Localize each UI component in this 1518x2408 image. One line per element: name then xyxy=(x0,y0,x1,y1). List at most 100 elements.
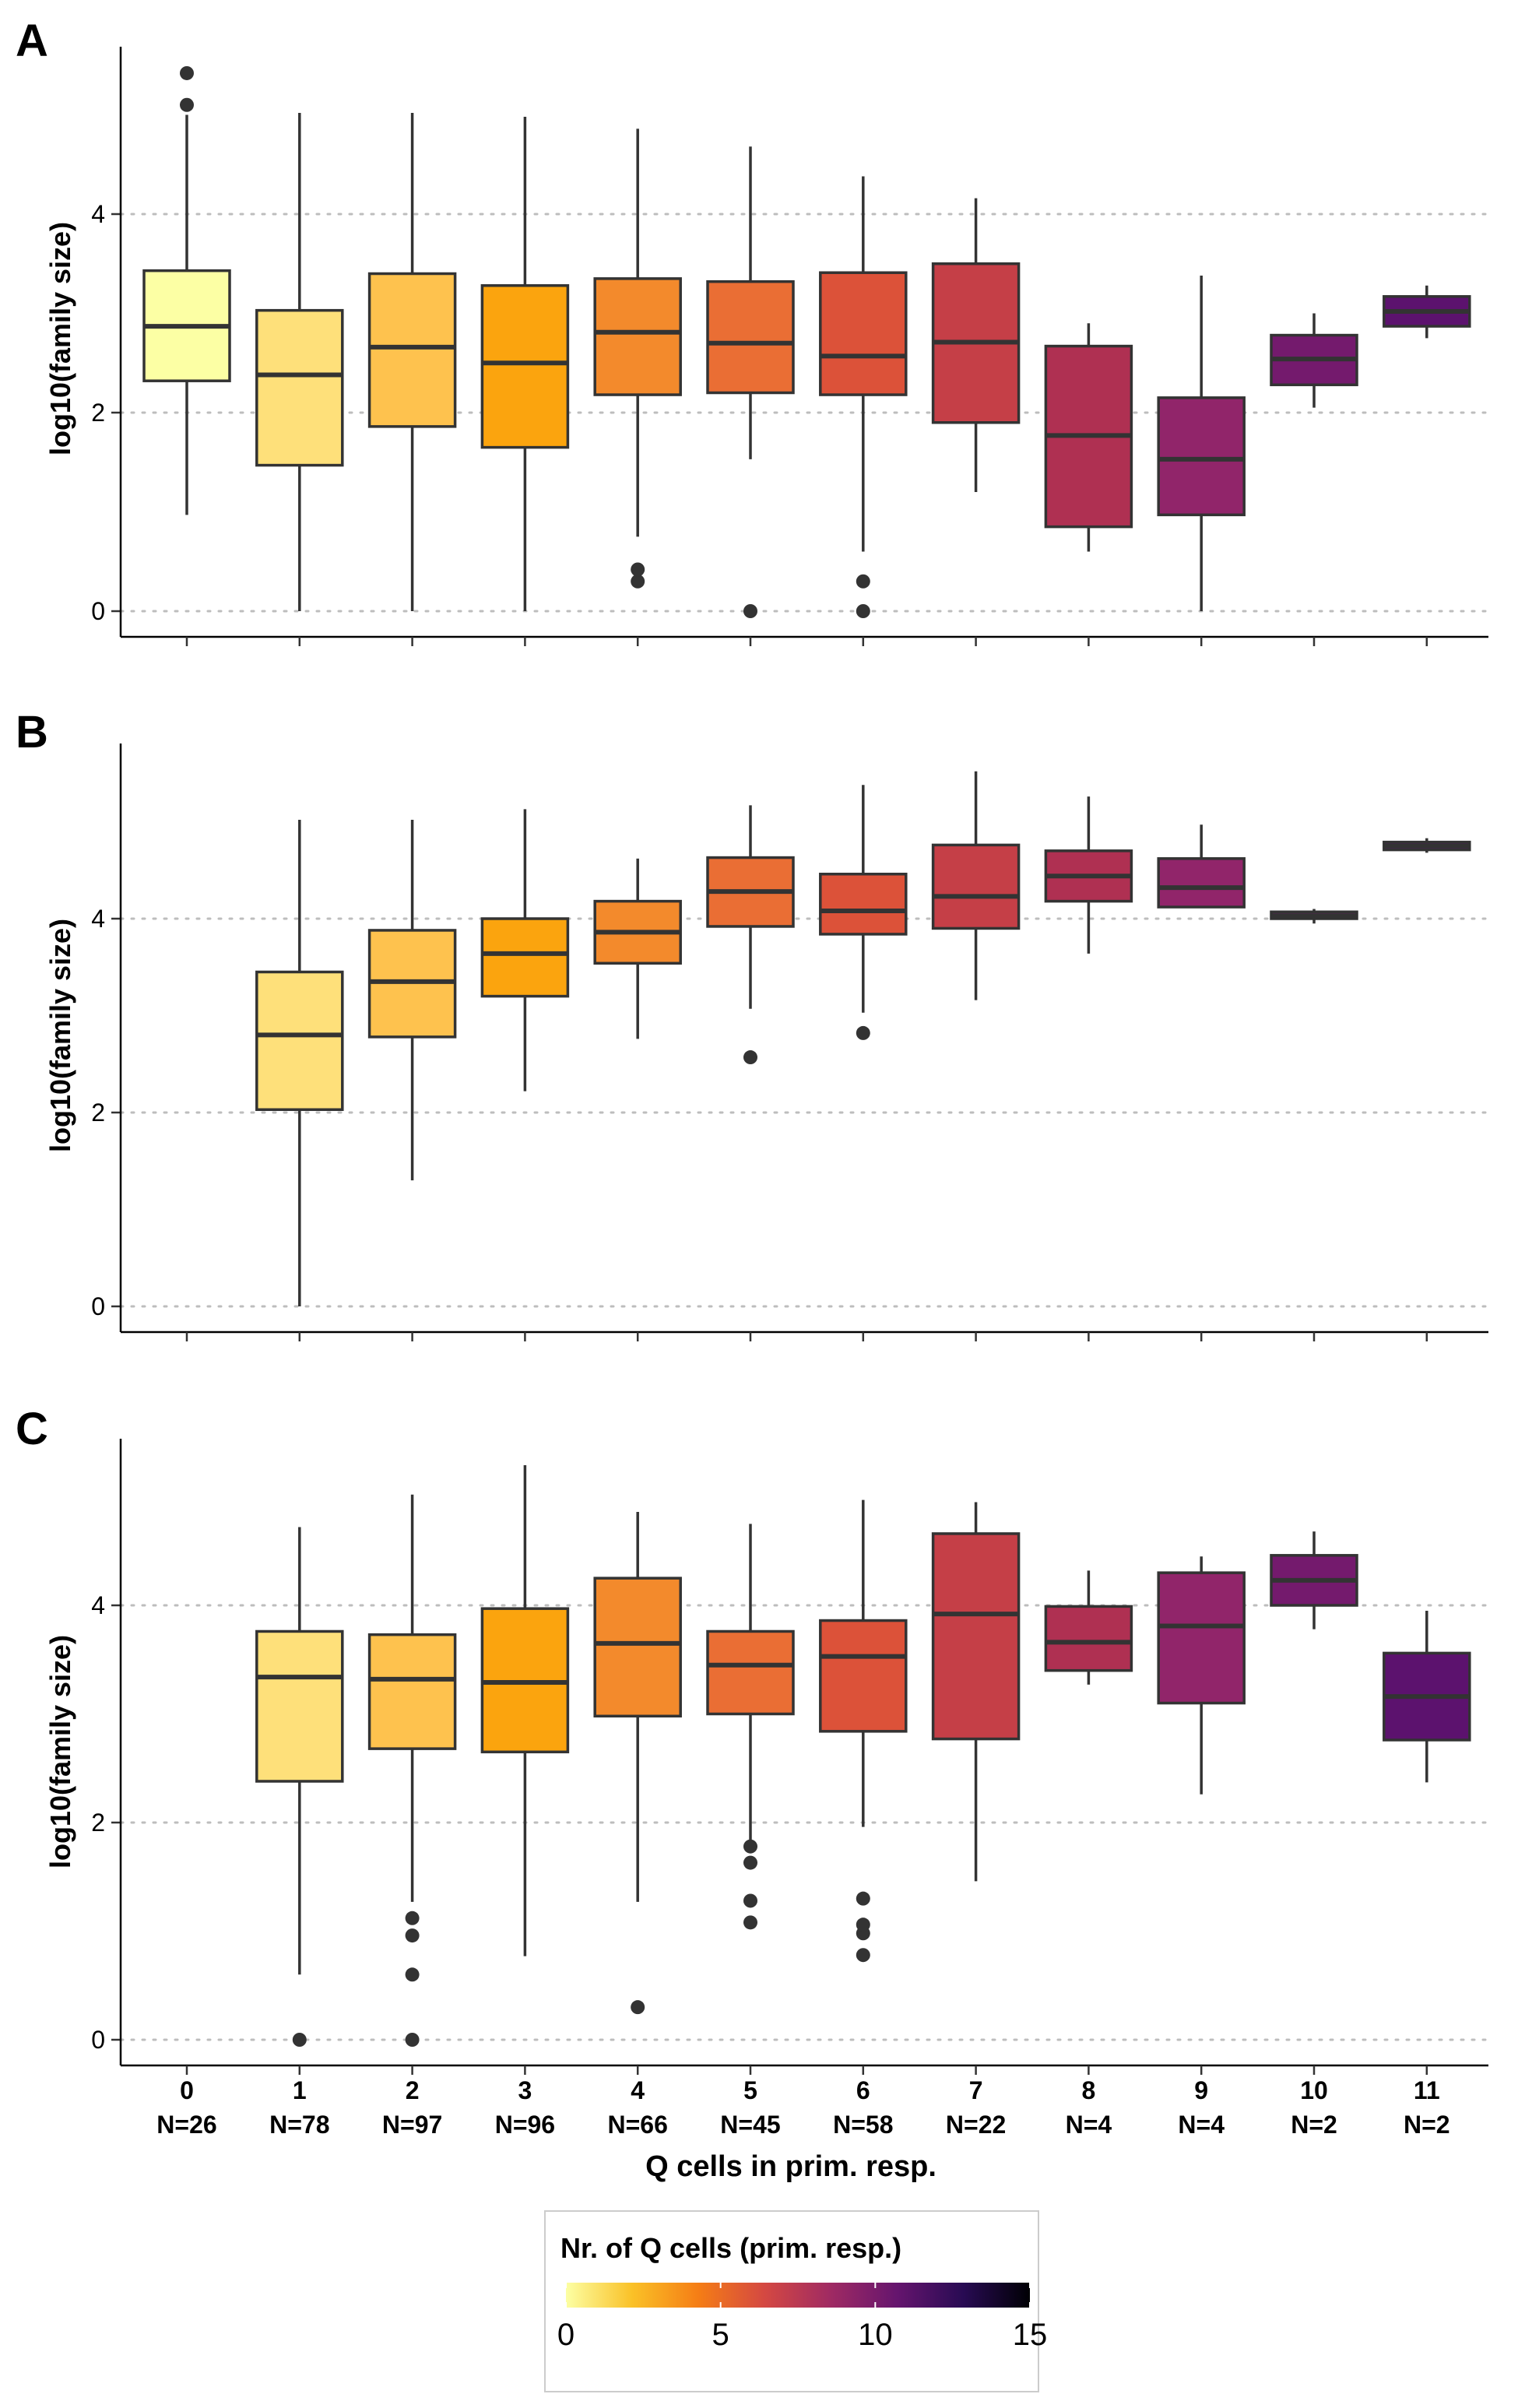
legend-colorbar xyxy=(566,2283,1030,2308)
panel-c: C log10(family size) 024 0N=261N=782N=97… xyxy=(16,1404,1490,2183)
panel-a-boxes xyxy=(142,65,1471,618)
box-group-8 xyxy=(1044,796,1133,954)
panel-b: B log10(family size) 0 2 4 xyxy=(16,707,1490,1341)
outlier-point xyxy=(180,65,194,80)
box xyxy=(367,272,457,428)
box-group-9 xyxy=(1157,276,1246,611)
y-tick-label: 2 xyxy=(91,399,105,427)
x-tick-label: 0 xyxy=(180,2076,194,2104)
legend-ticks: 0 5 10 15 xyxy=(557,2283,1047,2352)
box-group-1 xyxy=(255,1527,344,2047)
panel-c-boxes xyxy=(255,1465,1471,2047)
outlier-point xyxy=(631,2000,645,2015)
outlier-point xyxy=(631,562,645,577)
outlier-point xyxy=(856,1918,870,1932)
x-category-labels: 0 N=26 1 N=78 2 N=97 3 N=96 4 N=66 5 N=45 6 N=58 7 N=22… xyxy=(156,2076,1449,2139)
panel-a: A log10(family size) 0 2 4 xyxy=(16,16,1490,646)
outlier-point xyxy=(180,97,194,112)
y-tick-label: 2 xyxy=(91,1099,105,1127)
panel-b-boxes xyxy=(255,771,1471,1306)
x-tick-label: 3 xyxy=(518,2076,532,2104)
box xyxy=(367,1633,457,1750)
x-count-label: N=58 xyxy=(833,2111,893,2139)
box-group-5 xyxy=(706,805,795,1065)
panel-c-letter: C xyxy=(16,1404,48,1454)
y-tick-label: 4 xyxy=(91,905,105,933)
box xyxy=(593,1577,682,1718)
outlier-point xyxy=(743,604,757,618)
box xyxy=(480,284,570,449)
outlier-point xyxy=(405,1911,420,1925)
x-count-label: N=2 xyxy=(1291,2111,1337,2139)
box-group-6 xyxy=(819,1499,908,1963)
box-group-7 xyxy=(931,771,1021,1000)
panel-a-ylabel: log10(family size) xyxy=(44,222,76,455)
x-count-label: N=2 xyxy=(1404,2111,1450,2139)
box-group-11 xyxy=(1383,285,1471,339)
box-group-10 xyxy=(1270,909,1358,924)
box-group-5 xyxy=(706,146,795,618)
y-tick-label: 2 xyxy=(91,1809,105,1837)
box-group-9 xyxy=(1157,824,1246,909)
x-tick-label: 10 xyxy=(1300,2076,1328,2104)
box xyxy=(1044,1605,1133,1672)
panel-a-axes: 0 2 4 xyxy=(91,47,1488,646)
x-tick-label: 4 xyxy=(631,2076,645,2104)
panel-a-grid xyxy=(119,213,1490,613)
legend-tick-label: 15 xyxy=(1013,2318,1048,2352)
box-group-1 xyxy=(255,112,344,611)
box-group-3 xyxy=(480,117,570,611)
x-tick-label: 9 xyxy=(1194,2076,1208,2104)
box xyxy=(819,1619,908,1733)
box-group-0 xyxy=(142,65,231,515)
x-tick-label: 5 xyxy=(743,2076,757,2104)
x-count-label: N=4 xyxy=(1066,2111,1112,2139)
x-count-label: N=78 xyxy=(269,2111,329,2139)
box-group-11 xyxy=(1383,1610,1471,1783)
outlier-point xyxy=(743,1050,757,1065)
box-group-11 xyxy=(1383,838,1471,853)
panel-c-grid xyxy=(119,1604,1490,2041)
box-group-7 xyxy=(931,198,1021,492)
box-group-8 xyxy=(1044,1570,1133,1685)
x-tick-label: 6 xyxy=(856,2076,870,2104)
y-tick-label: 0 xyxy=(91,597,105,625)
outlier-point xyxy=(405,2033,420,2047)
outlier-point xyxy=(743,1855,757,1870)
x-tick-label: 8 xyxy=(1082,2076,1096,2104)
outlier-point xyxy=(856,1025,870,1040)
box-group-6 xyxy=(819,176,908,618)
outlier-point xyxy=(856,574,870,589)
box-group-4 xyxy=(593,128,682,589)
y-tick-label: 0 xyxy=(91,2026,105,2054)
outlier-point xyxy=(856,604,870,618)
box-group-7 xyxy=(931,1502,1021,1882)
x-tick-label: 1 xyxy=(293,2076,307,2104)
box xyxy=(706,1629,795,1716)
box-group-6 xyxy=(819,785,908,1040)
x-count-label: N=26 xyxy=(156,2111,216,2139)
legend-tick-label: 5 xyxy=(712,2318,729,2352)
x-tick-label: 2 xyxy=(406,2076,420,2104)
box xyxy=(706,279,795,395)
outlier-point xyxy=(856,1891,870,1906)
x-count-label: N=96 xyxy=(495,2111,555,2139)
box xyxy=(931,843,1021,930)
y-tick-label: 0 xyxy=(91,1292,105,1320)
panel-b-letter: B xyxy=(16,707,48,758)
box-group-8 xyxy=(1044,323,1133,552)
box xyxy=(480,917,570,998)
outlier-point xyxy=(856,1948,870,1963)
box xyxy=(593,277,682,396)
box-group-9 xyxy=(1157,1556,1246,1795)
legend-title: Nr. of Q cells (prim. resp.) xyxy=(560,2232,901,2264)
x-count-label: N=4 xyxy=(1178,2111,1225,2139)
box-group-5 xyxy=(706,1524,795,1930)
x-tick-label: 11 xyxy=(1414,2076,1440,2104)
box-group-3 xyxy=(480,1465,570,1956)
panel-a-letter: A xyxy=(16,16,48,66)
box xyxy=(931,1532,1021,1741)
x-tick-label: 7 xyxy=(969,2076,983,2104)
outlier-point xyxy=(743,1915,757,1930)
